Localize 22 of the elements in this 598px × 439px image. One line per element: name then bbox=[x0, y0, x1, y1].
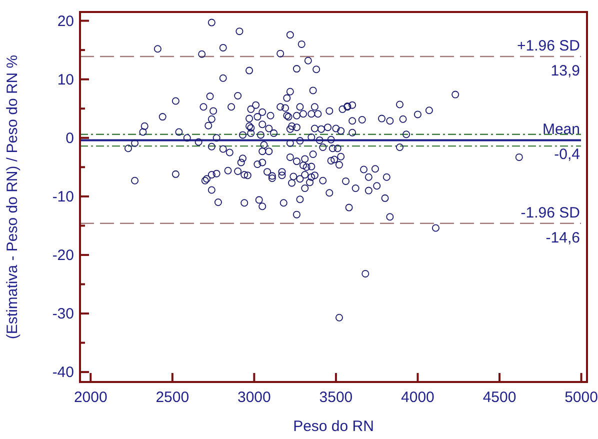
y-tick-label: -30 bbox=[52, 306, 74, 323]
x-tick-label: 4000 bbox=[401, 389, 434, 406]
y-tick-label: -40 bbox=[52, 364, 74, 382]
annotation: 13,9 bbox=[550, 62, 580, 80]
ref-line-label: +1.96 SD bbox=[517, 37, 580, 54]
y-axis-title: (Estimativa - Peso do RN) / Peso do RN % bbox=[4, 54, 21, 340]
annotation: -14,6 bbox=[546, 229, 580, 246]
x-axis-title: Peso do RN bbox=[293, 418, 374, 435]
x-tick-label: 2000 bbox=[74, 389, 108, 406]
annotation: -0,4 bbox=[554, 146, 580, 164]
ref-line-label: -1.96 SD bbox=[520, 204, 580, 222]
x-tick-label: 2500 bbox=[156, 389, 190, 406]
x-tick-label: 3500 bbox=[319, 389, 353, 406]
x-tick-label: 5000 bbox=[564, 389, 598, 406]
y-tick-label: -20 bbox=[52, 246, 74, 264]
x-tick-label: 3000 bbox=[237, 389, 271, 406]
ref-line-label: Mean bbox=[542, 121, 580, 138]
y-tick-label: 20 bbox=[57, 12, 74, 30]
x-tick-label: 4500 bbox=[482, 389, 516, 406]
y-tick-label: 10 bbox=[57, 71, 74, 88]
y-tick-label: -10 bbox=[52, 188, 74, 206]
y-tick-label: 0 bbox=[66, 130, 74, 147]
